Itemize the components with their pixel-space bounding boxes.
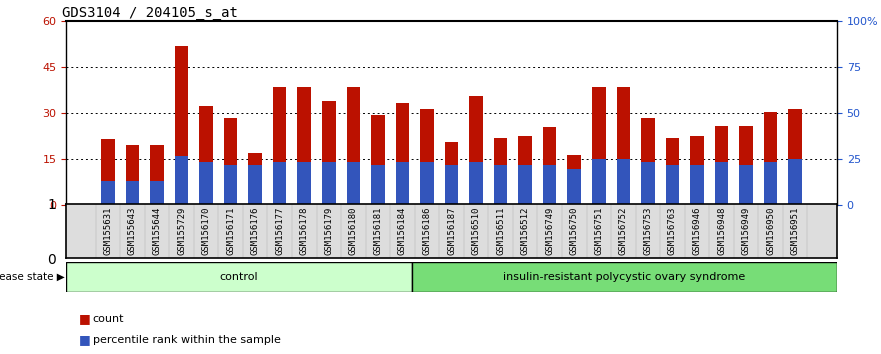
Text: GSM156511: GSM156511: [496, 206, 505, 255]
Bar: [224, 118, 237, 205]
Bar: [788, 159, 802, 205]
Bar: [199, 105, 213, 205]
Text: GSM156951: GSM156951: [790, 206, 800, 255]
Text: GDS3104 / 204105_s_at: GDS3104 / 204105_s_at: [63, 6, 238, 20]
Bar: [273, 162, 286, 205]
Bar: [298, 162, 311, 205]
Bar: [543, 165, 557, 205]
Bar: [174, 156, 189, 205]
Bar: [101, 139, 115, 205]
Bar: [592, 87, 605, 205]
Bar: [714, 162, 729, 205]
Bar: [617, 159, 630, 205]
Bar: [248, 165, 262, 205]
Bar: [322, 162, 336, 205]
Text: disease state ▶: disease state ▶: [0, 272, 64, 282]
Text: ■: ■: [79, 333, 91, 346]
Bar: [420, 109, 433, 205]
Bar: [101, 181, 115, 205]
Text: GSM156749: GSM156749: [545, 206, 554, 255]
Text: percentile rank within the sample: percentile rank within the sample: [93, 335, 280, 345]
Text: GSM155643: GSM155643: [128, 206, 137, 255]
Text: GSM156180: GSM156180: [349, 206, 358, 255]
Text: GSM156751: GSM156751: [595, 206, 603, 255]
Text: GSM156753: GSM156753: [643, 206, 653, 255]
Bar: [518, 136, 532, 205]
Text: GSM156512: GSM156512: [521, 206, 529, 255]
Bar: [714, 126, 729, 205]
Bar: [543, 127, 557, 205]
Bar: [764, 112, 777, 205]
Bar: [396, 103, 409, 205]
Bar: [371, 115, 385, 205]
Text: GSM156752: GSM156752: [618, 206, 628, 255]
Bar: [396, 162, 409, 205]
Text: GSM156948: GSM156948: [717, 206, 726, 255]
Bar: [199, 162, 213, 205]
Bar: [248, 153, 262, 205]
Text: GSM156178: GSM156178: [300, 206, 308, 255]
Bar: [518, 165, 532, 205]
Text: ■: ■: [79, 312, 91, 325]
Text: GSM156170: GSM156170: [202, 206, 211, 255]
Bar: [641, 162, 655, 205]
Bar: [322, 101, 336, 205]
Bar: [739, 126, 753, 205]
Text: GSM156750: GSM156750: [570, 206, 579, 255]
Bar: [666, 138, 679, 205]
Bar: [174, 46, 189, 205]
Bar: [690, 165, 704, 205]
Text: GSM156950: GSM156950: [766, 206, 775, 255]
Bar: [150, 145, 164, 205]
Text: GSM155729: GSM155729: [177, 206, 186, 255]
Bar: [346, 87, 360, 205]
Bar: [371, 165, 385, 205]
Bar: [445, 142, 458, 205]
Bar: [739, 165, 753, 205]
Text: GSM156184: GSM156184: [398, 206, 407, 255]
Text: GSM156171: GSM156171: [226, 206, 235, 255]
Text: GSM156949: GSM156949: [742, 206, 751, 255]
Text: GSM156181: GSM156181: [374, 206, 382, 255]
Bar: [567, 169, 581, 205]
Bar: [346, 162, 360, 205]
Bar: [494, 138, 507, 205]
Bar: [788, 109, 802, 205]
Bar: [224, 165, 237, 205]
Text: GSM156763: GSM156763: [668, 206, 677, 255]
Text: GSM155644: GSM155644: [152, 206, 161, 255]
Bar: [494, 165, 507, 205]
Text: GSM156510: GSM156510: [471, 206, 480, 255]
Bar: [273, 87, 286, 205]
Bar: [445, 165, 458, 205]
Bar: [126, 145, 139, 205]
Bar: [666, 165, 679, 205]
Text: count: count: [93, 314, 124, 324]
Text: insulin-resistant polycystic ovary syndrome: insulin-resistant polycystic ovary syndr…: [503, 272, 745, 282]
Bar: [150, 181, 164, 205]
Bar: [420, 162, 433, 205]
Bar: [641, 118, 655, 205]
Bar: [567, 155, 581, 205]
Text: GSM156946: GSM156946: [692, 206, 701, 255]
Text: GSM156177: GSM156177: [275, 206, 285, 255]
Text: GSM155631: GSM155631: [103, 206, 113, 255]
Text: GSM156187: GSM156187: [447, 206, 456, 255]
Text: GSM156186: GSM156186: [423, 206, 432, 255]
Bar: [592, 159, 605, 205]
Bar: [411, 262, 837, 292]
Text: control: control: [219, 272, 258, 282]
Text: GSM156179: GSM156179: [324, 206, 333, 255]
Bar: [470, 162, 483, 205]
Bar: [470, 96, 483, 205]
Bar: [764, 162, 777, 205]
Bar: [66, 262, 411, 292]
Bar: [690, 136, 704, 205]
Bar: [617, 87, 630, 205]
Bar: [298, 87, 311, 205]
Bar: [126, 181, 139, 205]
Text: GSM156176: GSM156176: [250, 206, 260, 255]
